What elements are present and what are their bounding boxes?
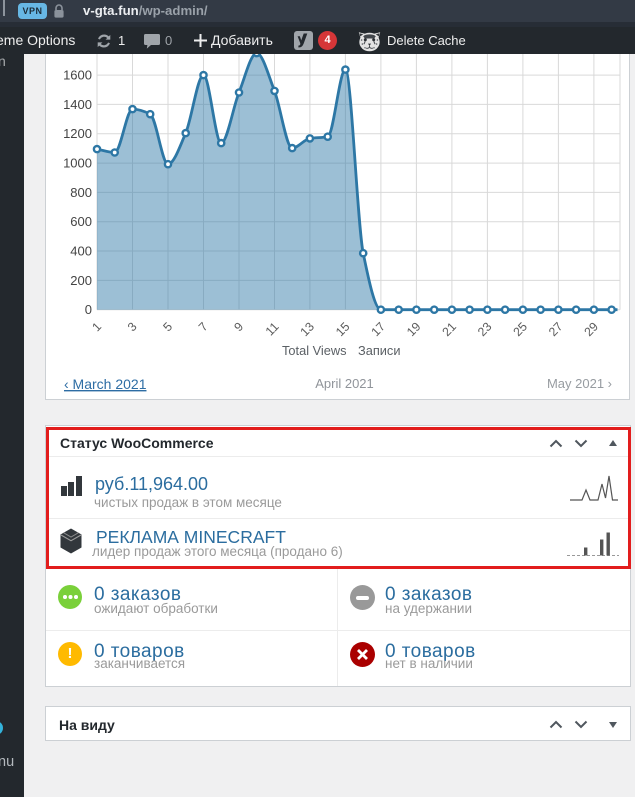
svg-text:1400: 1400: [63, 97, 92, 112]
svg-text:1: 1: [89, 319, 104, 334]
svg-text:3: 3: [125, 319, 140, 334]
svg-text:27: 27: [546, 319, 566, 339]
svg-text:5: 5: [160, 319, 175, 334]
svg-text:19: 19: [404, 319, 424, 339]
svg-text:400: 400: [70, 244, 92, 259]
svg-text:25: 25: [510, 319, 530, 339]
svg-text:11: 11: [263, 319, 282, 338]
svg-text:‹ March 2021: ‹ March 2021: [64, 376, 147, 392]
svg-text:21: 21: [439, 319, 459, 339]
svg-text:800: 800: [70, 185, 92, 200]
svg-text:29: 29: [581, 319, 601, 339]
svg-text:0: 0: [85, 302, 92, 317]
svg-text:600: 600: [70, 214, 92, 229]
svg-text:23: 23: [475, 319, 495, 339]
svg-text:Записи: Записи: [358, 343, 400, 358]
svg-text:May 2021 ›: May 2021 ›: [547, 376, 612, 391]
svg-text:Total Views: Total Views: [282, 343, 347, 358]
svg-text:200: 200: [70, 273, 92, 288]
svg-text:17: 17: [368, 319, 388, 339]
svg-text:April 2021: April 2021: [315, 376, 374, 391]
svg-text:1600: 1600: [63, 68, 92, 83]
svg-text:9: 9: [231, 319, 246, 334]
svg-text:1200: 1200: [63, 126, 92, 141]
svg-text:15: 15: [333, 319, 353, 339]
svg-text:1000: 1000: [63, 156, 92, 171]
svg-text:7: 7: [196, 319, 211, 334]
svg-text:13: 13: [297, 319, 317, 339]
